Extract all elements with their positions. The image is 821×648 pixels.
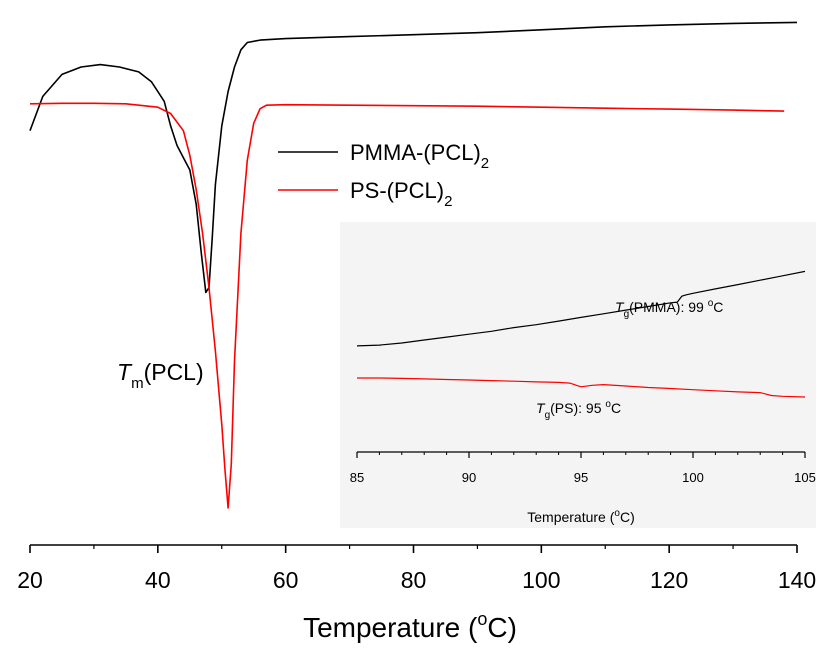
tm-annotation: Tm(PCL) [117,359,204,392]
inset-series-line-1 [357,377,806,398]
main-x-tick-label: 20 [17,567,43,593]
main-series-line-1 [29,102,785,509]
main-x-ticks: 20 40 60 80 100 120 140 [17,545,816,593]
inset-x-tick-label: 90 [462,470,476,485]
inset-x-axis-title: Temperature (oC) [527,508,635,525]
inset-x-ticks: 85 90 95 100 105 [350,452,816,485]
main-x-axis-title: Temperature (oC) [303,609,517,643]
inset-x-tick-label: 105 [794,470,816,485]
inset-panel [340,222,816,528]
main-x-tick-label: 80 [401,567,427,593]
inset-series-line-0 [356,270,806,347]
inset-x-tick-label: 95 [574,470,588,485]
legend-label-ps: PS-(PCL)2 [350,178,452,210]
main-x-tick-label: 40 [145,567,171,593]
main-series-line-0 [29,21,798,294]
inset-x-tick-label: 100 [682,470,704,485]
legend: PMMA-(PCL)2 PS-(PCL)2 [278,140,489,210]
inset-series-group [356,270,806,398]
main-x-tick-label: 60 [273,567,299,593]
main-x-tick-label: 120 [650,567,688,593]
main-x-tick-label: 100 [522,567,560,593]
tg-ps-annotation: Tg(PS): 95 oC [536,399,621,421]
inset-x-tick-label: 85 [350,470,364,485]
main-x-tick-label: 140 [778,567,816,593]
legend-label-pmma: PMMA-(PCL)2 [350,140,489,172]
main-series-group [29,21,798,509]
tg-pmma-annotation: Tg(PMMA): 99 oC [615,298,723,320]
